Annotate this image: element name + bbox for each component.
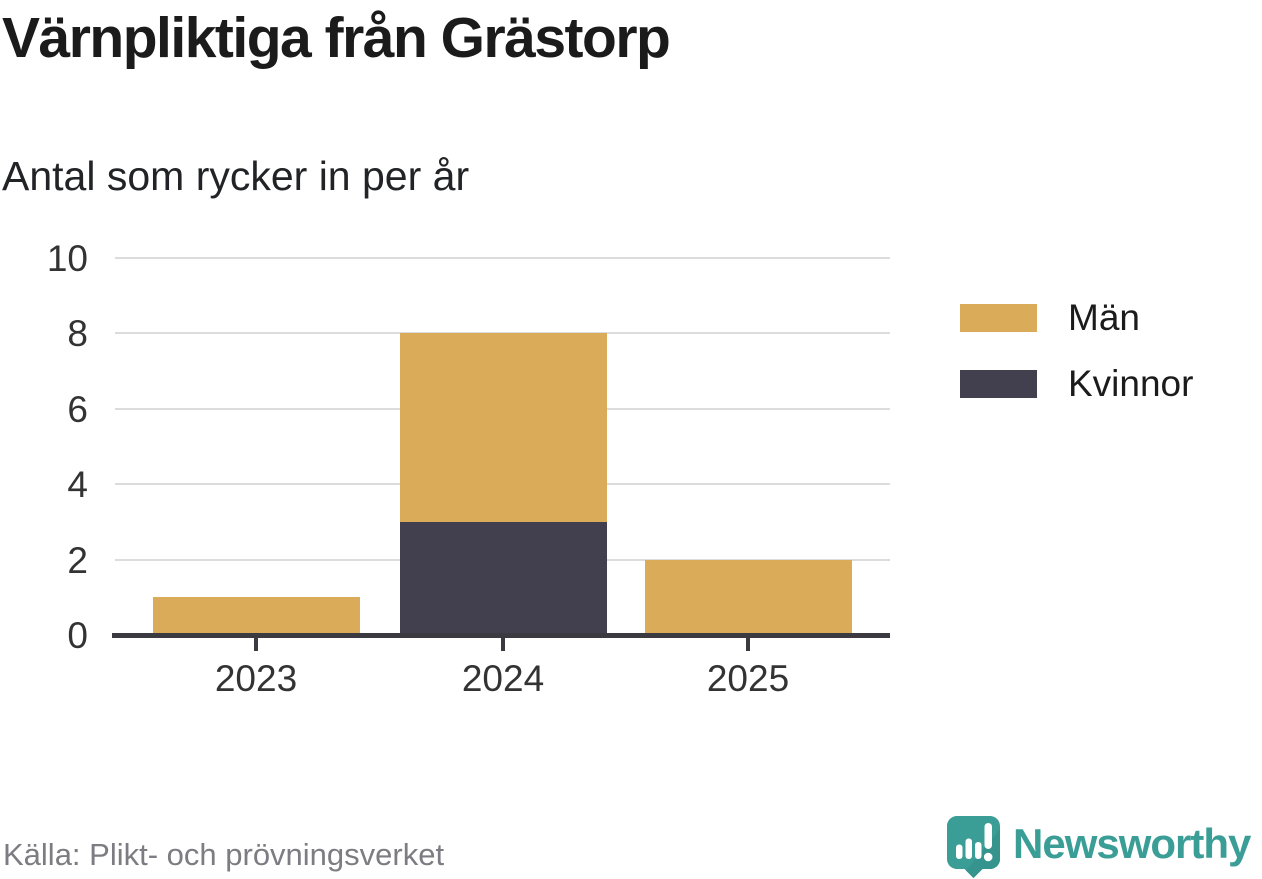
chart-subtitle: Antal som rycker in per år bbox=[2, 153, 470, 199]
source-text: Källa: Plikt- och prövningsverket bbox=[3, 837, 445, 872]
y-tick-label: 10 bbox=[46, 238, 88, 279]
x-tick-mark bbox=[746, 638, 750, 651]
brand-logo: Newsworthy bbox=[947, 815, 1251, 879]
gridline bbox=[115, 257, 890, 259]
legend-label-kvinnor: Kvinnor bbox=[1068, 363, 1194, 404]
x-tick-mark bbox=[254, 638, 258, 651]
x-tick-label: 2024 bbox=[461, 658, 545, 699]
brand-wordmark: Newsworthy bbox=[1013, 820, 1251, 867]
y-tick-label: 6 bbox=[67, 388, 88, 430]
y-tick-label: 4 bbox=[67, 464, 88, 506]
legend-swatch-man bbox=[960, 303, 1037, 332]
y-tick-label: 8 bbox=[67, 313, 88, 355]
newsworthy-bubble-icon bbox=[947, 816, 1000, 878]
legend-label-man: Män bbox=[1068, 297, 1140, 338]
legend: Män Kvinnor bbox=[960, 299, 1193, 402]
legend-item-kvinnor: Kvinnor bbox=[960, 365, 1193, 402]
x-tick-label: 2023 bbox=[214, 658, 298, 699]
x-tick-mark bbox=[501, 638, 505, 651]
bar-segment-män-2025 bbox=[644, 559, 852, 635]
legend-item-man: Män bbox=[960, 299, 1193, 336]
legend-swatch-kvinnor bbox=[960, 369, 1037, 398]
bar-segment-män-2023 bbox=[152, 597, 360, 635]
y-tick-label: 0 bbox=[67, 615, 88, 656]
x-tick-label: 2025 bbox=[706, 658, 790, 699]
bar-segment-kvinnor-2024 bbox=[399, 521, 607, 635]
y-tick-label: 2 bbox=[67, 539, 88, 581]
x-axis-line bbox=[112, 633, 890, 638]
chart-title: Värnpliktiga från Grästorp bbox=[2, 6, 671, 70]
bar-segment-män-2024 bbox=[399, 333, 607, 522]
